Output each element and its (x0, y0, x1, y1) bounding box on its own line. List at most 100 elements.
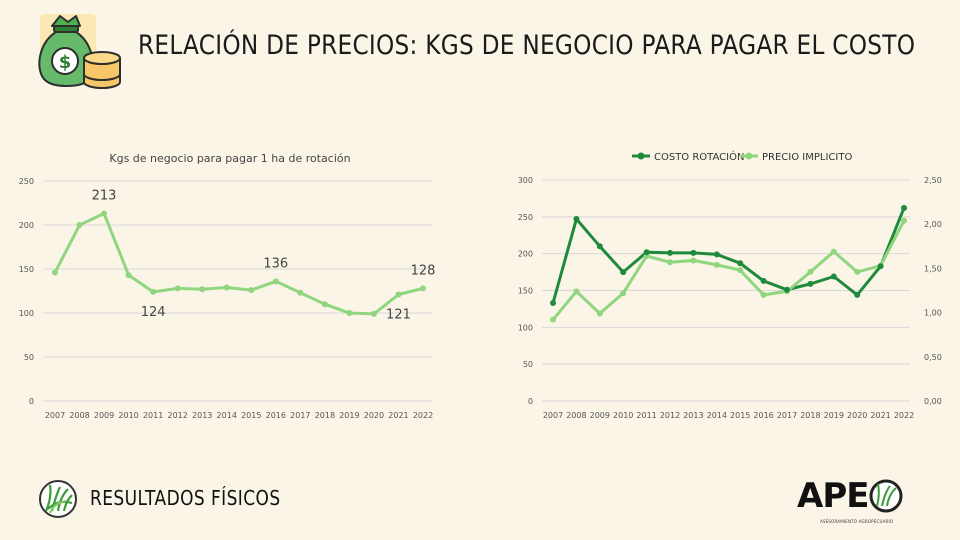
chart2-y-tick: 250 (518, 213, 533, 222)
chart1-x-tick: 2008 (69, 411, 89, 420)
precio-implicito-point (620, 290, 627, 297)
chart1-series-line (53, 211, 424, 316)
precio-implicito-point (573, 288, 580, 295)
chart1-y-tick: 250 (19, 177, 34, 186)
costo-rotacion-point (573, 216, 580, 223)
chart1-data-label: 124 (141, 305, 166, 320)
chart1-point (52, 269, 58, 276)
chart1-point (297, 289, 304, 296)
chart2-y-tick: 100 (518, 323, 533, 332)
chart-kgs-negocio: Kgs de negocio para pagar 1 ha de rotaci… (19, 152, 436, 420)
chart2-x-tick: 2015 (730, 411, 750, 420)
chart1-point (101, 210, 108, 217)
precio-implicito-point (667, 259, 673, 266)
precio-implicito-point (713, 261, 720, 268)
chart1-title: Kgs de negocio para pagar 1 ha de rotaci… (109, 152, 350, 165)
chart1-point (199, 286, 206, 293)
chart2-x-tick: 2012 (660, 411, 680, 420)
chart1-y-tick: 0 (29, 397, 34, 406)
chart1-x-tick: 2022 (413, 411, 433, 420)
costo-rotacion-point (667, 249, 673, 256)
chart1-x-tick: 2011 (143, 411, 163, 420)
chart2-y-tick: 0 (528, 397, 533, 406)
page-title: RELACIÓN DE PRECIOS: KGS DE NEGOCIO PARA… (138, 30, 916, 61)
precio-implicito-point (690, 257, 697, 264)
chart1-y-tick: 150 (19, 265, 34, 274)
legend-precio-implicito: PRECIO IMPLICITO (762, 152, 852, 163)
chart2-x-tick: 2017 (777, 411, 797, 420)
brand-name: APE (797, 476, 869, 516)
section-label: RESULTADOS FÍSICOS (90, 486, 281, 510)
chart1-point (76, 222, 83, 228)
chart1-x-tick: 2017 (290, 411, 310, 420)
chart1-x-tick: 2018 (315, 411, 335, 420)
chart2-y-tick: 150 (518, 287, 533, 296)
svg-text:$: $ (59, 52, 72, 73)
precio-implicito-point (760, 291, 767, 298)
costo-rotacion-point (737, 260, 744, 267)
chart1-y-tick: 50 (24, 353, 34, 362)
chart1-x-tick: 2016 (266, 411, 286, 420)
chart2-x-tick: 2010 (613, 411, 633, 420)
chart1-y-tick: 100 (19, 309, 34, 318)
chart2-legend: COSTO ROTACIÓN PRECIO IMPLICITO (632, 150, 852, 163)
chart1-point (223, 284, 230, 291)
chart1-point (346, 310, 353, 316)
chart2-y-tick: 50 (523, 360, 533, 369)
money-bag-icon: $ (38, 14, 121, 89)
precio-implicito-point (807, 268, 814, 275)
chart2-y2-tick: 2,50 (924, 176, 942, 185)
chart1-x-tick: 2015 (241, 411, 261, 420)
chart2-x-tick: 2014 (707, 411, 727, 420)
costo-rotacion-point (854, 291, 861, 298)
costo-rotacion-point (877, 263, 884, 270)
chart1-data-label: 136 (263, 256, 288, 271)
chart2-y-tick: 200 (518, 250, 533, 259)
brand-subtitle: ASESORAMIENTO AGROPECUARIO (820, 519, 894, 524)
chart1-x-tick: 2014 (217, 411, 237, 420)
chart1-data-label: 121 (386, 308, 411, 323)
costo-rotacion-point (807, 280, 814, 287)
costo-rotacion-point (784, 286, 790, 293)
chart1-x-tick: 2009 (94, 411, 114, 420)
chart1-x-tick: 2012 (167, 411, 187, 420)
chart2-x-tick: 2020 (847, 411, 867, 420)
chart1-point (321, 301, 328, 308)
chart2-x-tick: 2021 (870, 411, 890, 420)
chart1-point (125, 272, 132, 279)
chart2-y2-tick: 0,50 (924, 353, 942, 362)
chart2-x-tick: 2018 (800, 411, 820, 420)
costo-rotacion-point (550, 300, 556, 307)
chart1-y-tick: 200 (19, 221, 34, 230)
series-costo-rotacion-line (551, 207, 906, 304)
precio-implicito-point (596, 310, 603, 317)
chart1-point (150, 288, 157, 295)
chart2-y2-tick: 1,50 (924, 264, 942, 273)
chart1-point (272, 278, 279, 285)
chart1-data-label: 128 (411, 263, 436, 278)
chart1-point (420, 285, 426, 292)
chart1-x-tick: 2020 (364, 411, 384, 420)
precio-implicito-point (901, 217, 907, 224)
chart2-y2-tick: 2,00 (924, 220, 942, 229)
costo-rotacion-point (643, 249, 650, 256)
costo-rotacion-point (690, 249, 697, 256)
chart1-point (174, 285, 181, 292)
chart1-x-tick: 2010 (118, 411, 138, 420)
chart2-x-tick: 2016 (753, 411, 773, 420)
chart1-data-label: 213 (92, 189, 117, 204)
chart1-x-tick: 2019 (339, 411, 359, 420)
chart2-x-tick: 2007 (543, 411, 563, 420)
costo-rotacion-point (760, 277, 767, 284)
series-precio-implicito-line (551, 219, 906, 321)
chart2-y-tick: 300 (518, 176, 533, 185)
chart2-x-tick: 2019 (824, 411, 844, 420)
costo-rotacion-point (713, 251, 720, 258)
costo-rotacion-point (901, 204, 907, 211)
costo-rotacion-point (596, 243, 603, 250)
chart2-y2-tick: 1,00 (924, 309, 942, 318)
precio-implicito-point (550, 316, 556, 323)
chart1-point (395, 291, 402, 298)
brand-logo-icon (869, 479, 903, 513)
chart1-x-tick: 2021 (388, 411, 408, 420)
